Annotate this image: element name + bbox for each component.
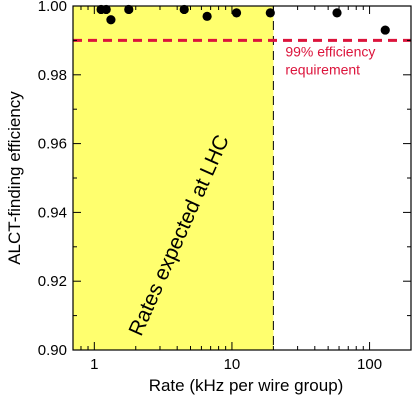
x-tick-label: 1	[90, 356, 98, 373]
x-axis: 1 10 100	[72, 6, 412, 373]
y-tick-label: 0.90	[38, 342, 67, 359]
y-tick-label: 0.98	[38, 67, 67, 84]
data-point-9	[332, 8, 342, 18]
y-tick-label: 0.94	[38, 204, 67, 221]
requirement-label-line1: 99% efficiency	[285, 43, 375, 59]
data-point-5	[179, 4, 189, 15]
data-points	[96, 4, 390, 35]
data-point-4	[124, 4, 134, 15]
y-tick-label: 0.92	[38, 273, 67, 290]
data-point-2	[101, 4, 111, 15]
data-point-10	[380, 25, 390, 35]
expected-rate-region	[73, 6, 274, 350]
y-axis-label: ALCT-finding efficiency	[5, 91, 24, 265]
requirement-label-line2: requirement	[285, 61, 360, 77]
x-axis-label: Rate (kHz per wire group)	[149, 376, 344, 395]
data-point-7	[231, 8, 242, 18]
y-tick-label: 0.96	[38, 136, 67, 153]
x-tick-label: 100	[357, 356, 382, 373]
data-point-3	[106, 15, 116, 25]
x-tick-label: 10	[224, 356, 241, 373]
data-point-8	[265, 8, 275, 18]
data-point-6	[202, 11, 212, 21]
y-axis: 0.90 0.92 0.94 0.96 0.98 1.00	[38, 0, 411, 359]
y-tick-label: 1.00	[38, 0, 67, 15]
